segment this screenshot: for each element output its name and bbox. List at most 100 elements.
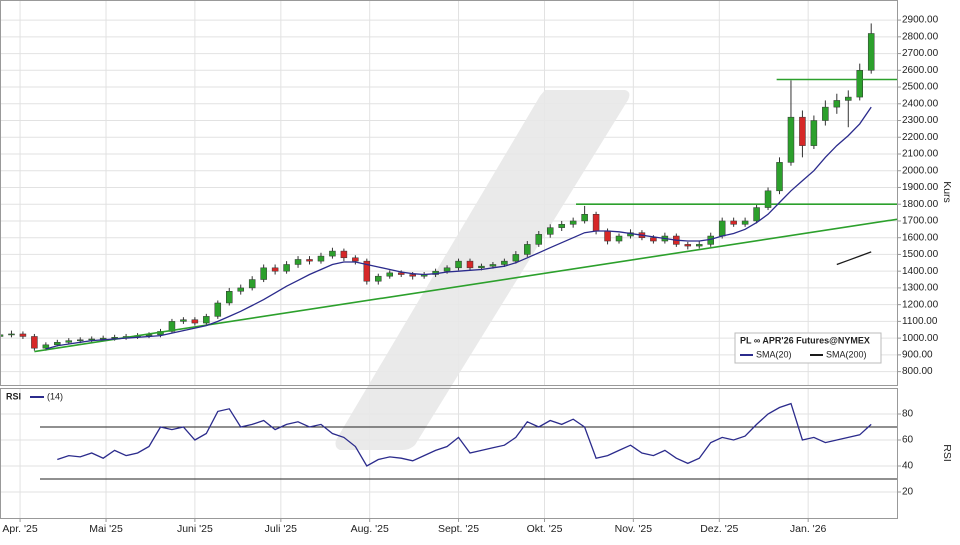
candle-body (569, 220, 577, 225)
y-tick-label: 2200.00 (902, 132, 939, 143)
x-tick-label: Jan. '26 (790, 523, 827, 535)
y-tick-label: 60 (902, 435, 914, 446)
candle-body (54, 342, 61, 346)
candle-body (237, 287, 244, 292)
candle-body (592, 214, 600, 232)
rsi-frame (0, 388, 898, 519)
candle-body (226, 291, 233, 304)
x-tick-label: Dez. '25 (700, 523, 738, 535)
candle-body (845, 96, 852, 101)
x-tick-label: Mai '25 (89, 523, 123, 535)
x-tick-label: Apr. '25 (2, 523, 37, 535)
price-panel (0, 23, 897, 353)
candle-body (180, 319, 187, 322)
candle-body (650, 237, 657, 242)
candle-body (558, 224, 565, 228)
candle-body (684, 244, 692, 247)
candle-body (753, 207, 760, 222)
candle-body (524, 244, 531, 255)
candle-body (363, 260, 371, 282)
candle-body (730, 220, 737, 225)
candle-body (799, 116, 806, 146)
candle-body (535, 234, 543, 245)
y-tick-label: 1600.00 (902, 232, 939, 243)
legend-label: SMA(20) (756, 349, 792, 359)
y-tick-label: 1500.00 (902, 249, 939, 260)
trend-line (34, 218, 897, 353)
y-tick-label: 2800.00 (902, 31, 939, 42)
candle-body (741, 220, 749, 225)
y-tick-label: 1400.00 (902, 266, 939, 277)
candle-body (260, 267, 267, 280)
y-tick-label: 1700.00 (902, 216, 939, 227)
candle-body (283, 264, 290, 272)
candle-body (546, 227, 554, 235)
candle-body (294, 259, 302, 265)
price-frame (0, 0, 898, 386)
y-tick-label: 40 (902, 461, 914, 472)
candle-body (867, 33, 875, 71)
candle-body (203, 316, 210, 324)
candle-body (810, 120, 818, 146)
candle-body (317, 255, 325, 262)
y-tick-label: 2700.00 (902, 48, 939, 59)
candle-body (248, 279, 256, 289)
candle-body (718, 220, 726, 237)
candle-body (443, 267, 451, 272)
candle-body (8, 333, 15, 336)
x-tick-label: Sept. '25 (438, 523, 479, 535)
candle-body (65, 340, 73, 343)
legend-title: PL ∞ APR'26 Futures@NYMEX (740, 335, 870, 345)
y-tick-label: 1000.00 (902, 333, 939, 344)
y-tick-label: 2600.00 (902, 65, 939, 76)
candle-body (512, 254, 520, 262)
y-tick-label: 1900.00 (902, 182, 939, 193)
y-tick-label: 2500.00 (902, 82, 939, 93)
candle-body (76, 339, 84, 342)
candle-body (375, 275, 382, 282)
candle-body (145, 334, 153, 337)
candle-body (329, 250, 336, 257)
candle-body (478, 265, 485, 269)
y-axis-title: Kurs (941, 181, 953, 203)
x-tick-label: Okt. '25 (527, 523, 563, 535)
candle-body (386, 272, 394, 277)
candle-body (787, 116, 795, 163)
y-tick-label: 2400.00 (902, 98, 939, 109)
candle-body (764, 190, 772, 208)
candle-body (604, 230, 611, 242)
y-tick-label: 1100.00 (902, 316, 938, 327)
rsi-legend: RSI (14) (6, 391, 63, 401)
series-line (45, 106, 872, 350)
candle-body (489, 264, 497, 267)
candle-body (306, 259, 313, 262)
legend-label: SMA(200) (826, 349, 867, 359)
x-tick-label: Juni '25 (177, 523, 213, 535)
y-tick-label: 20 (902, 487, 914, 498)
y-tick-label: 800.00 (902, 366, 933, 377)
candle-body (111, 337, 118, 339)
candle-body (340, 250, 348, 259)
x-tick-label: Aug. '25 (351, 523, 389, 535)
y-tick-label: 1200.00 (902, 299, 939, 310)
candle-body (822, 106, 829, 121)
candle-body (455, 260, 462, 269)
candle-body (397, 272, 405, 275)
candle-body (501, 260, 508, 265)
series-line (57, 402, 872, 467)
y-tick-label: 2100.00 (902, 149, 939, 160)
y-tick-label: 2300.00 (902, 115, 939, 126)
candle-body (31, 336, 38, 349)
x-tick-label: Juli '25 (265, 523, 298, 535)
candle-body (0, 334, 4, 337)
y-tick-label: 2000.00 (902, 165, 939, 176)
candle-body (352, 257, 359, 262)
candle-body (776, 162, 783, 192)
candle-body (466, 260, 474, 269)
rsi-panel (40, 402, 897, 480)
candle-body (856, 70, 863, 98)
candle-body (99, 337, 107, 340)
series-line (836, 251, 872, 266)
candle-body (581, 214, 588, 222)
